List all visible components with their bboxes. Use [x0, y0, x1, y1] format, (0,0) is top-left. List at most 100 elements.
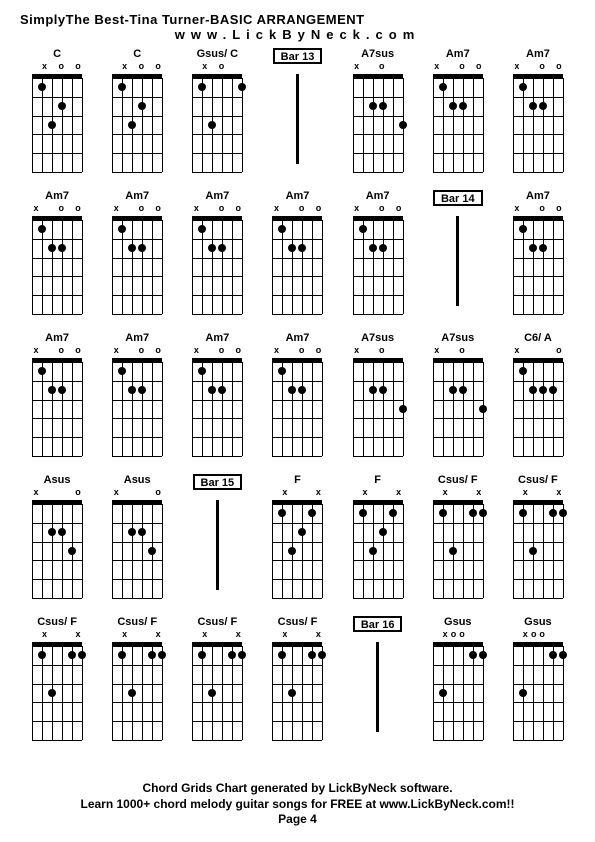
string-marker: o: [137, 204, 145, 216]
fret-line: [192, 134, 242, 135]
string-marker: o: [555, 346, 563, 358]
bar-marker-cell: Bar 15: [180, 474, 254, 614]
chord-label: Am7: [526, 48, 550, 62]
fret-line: [112, 721, 162, 722]
string-line: [62, 220, 63, 314]
string-line: [373, 78, 374, 172]
chord-label: F: [374, 474, 381, 488]
string-line: [433, 78, 434, 172]
string-marker: [121, 488, 129, 500]
chord-cell: Asusxo: [100, 474, 174, 614]
fret-line: [353, 134, 403, 135]
string-marker: [369, 346, 377, 358]
finger-dot: [128, 121, 136, 129]
string-marker: o: [555, 62, 563, 74]
fret-line: [32, 381, 82, 382]
string-line: [453, 362, 454, 456]
chord-grid: CxooCxooGsus/ CxoBar 13A7susxoAm7xooAm7x…: [20, 48, 575, 756]
string-line: [162, 78, 163, 172]
fret-area: [353, 220, 403, 314]
string-marker: o: [530, 630, 538, 642]
fret-line: [32, 456, 82, 457]
string-line: [322, 362, 323, 456]
string-line: [383, 504, 384, 598]
fret-line: [433, 504, 483, 505]
string-line: [353, 78, 354, 172]
string-marker: [281, 204, 289, 216]
string-line: [72, 78, 73, 172]
string-marker: o: [555, 204, 563, 216]
string-line: [232, 646, 233, 740]
fret-line: [192, 295, 242, 296]
fret-line: [353, 456, 403, 457]
string-line: [162, 362, 163, 456]
string-marker: [450, 62, 458, 74]
fret-line: [353, 78, 403, 79]
fret-line: [513, 665, 563, 666]
string-line: [443, 362, 444, 456]
finger-dot: [38, 651, 46, 659]
string-marker: [289, 346, 297, 358]
string-line: [363, 78, 364, 172]
bar-marker-cell: Bar 13: [260, 48, 334, 188]
string-marker: o: [538, 62, 546, 74]
fretboard: xx: [510, 488, 566, 598]
finger-dot: [449, 547, 457, 555]
string-marker: [521, 346, 529, 358]
string-marker: [450, 488, 458, 500]
fret-area: [192, 78, 242, 172]
string-marker: [129, 630, 137, 642]
bar-label: Bar 16: [353, 616, 403, 632]
fret-line: [272, 579, 322, 580]
fret-line: [513, 78, 563, 79]
fret-area: [32, 220, 82, 314]
string-line: [312, 220, 313, 314]
string-line: [523, 220, 524, 314]
string-marker: [306, 630, 314, 642]
fretboard: xx: [109, 630, 165, 740]
chord-cell: Csus/ Fxx: [421, 474, 495, 614]
chord-cell: Csus/ Fxx: [20, 616, 94, 756]
fret-line: [32, 258, 82, 259]
string-marker: [209, 204, 217, 216]
string-line: [142, 504, 143, 598]
chord-label: A7sus: [361, 48, 394, 62]
fret-line: [353, 579, 403, 580]
string-marker: [466, 488, 474, 500]
fret-line: [272, 721, 322, 722]
string-line: [62, 362, 63, 456]
string-line: [302, 220, 303, 314]
string-line: [122, 504, 123, 598]
finger-dot: [288, 547, 296, 555]
string-marker: [513, 630, 521, 642]
string-marker: [546, 630, 554, 642]
finger-dot: [379, 528, 387, 536]
finger-dot: [128, 689, 136, 697]
fret-line: [192, 220, 242, 221]
string-marker: x: [32, 204, 40, 216]
finger-dot: [469, 651, 477, 659]
fret-line: [272, 598, 322, 599]
string-line: [543, 220, 544, 314]
fret-line: [353, 258, 403, 259]
string-line: [443, 78, 444, 172]
string-marker: [49, 488, 57, 500]
string-line: [132, 362, 133, 456]
fret-area: [433, 646, 483, 740]
string-marker: [192, 630, 200, 642]
fret-line: [433, 116, 483, 117]
string-line: [383, 78, 384, 172]
string-line: [72, 220, 73, 314]
fret-line: [513, 684, 563, 685]
finger-dot: [58, 528, 66, 536]
string-line: [282, 646, 283, 740]
string-line: [52, 504, 53, 598]
fret-line: [112, 437, 162, 438]
fret-line: [112, 172, 162, 173]
finger-dot: [399, 405, 407, 413]
fret-line: [513, 362, 563, 363]
finger-dot: [48, 689, 56, 697]
fret-line: [433, 437, 483, 438]
string-marker: o: [154, 346, 162, 358]
string-line: [52, 220, 53, 314]
